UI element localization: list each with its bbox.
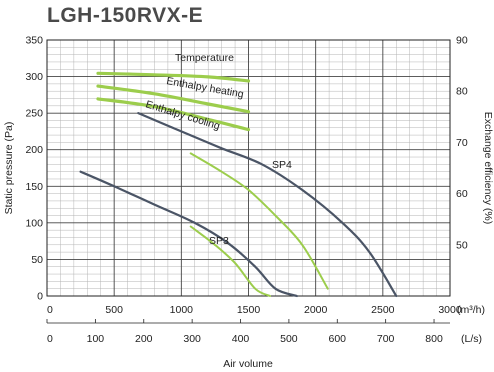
left-tick-label: 300 — [25, 71, 43, 83]
x-unit-ls: (L/s) — [461, 333, 482, 345]
x-tick-label-m3h: 3000 — [438, 304, 462, 316]
series-pressure-green — [189, 225, 271, 297]
plot-frame — [46, 39, 451, 297]
x-tick-label-ls: 700 — [377, 333, 395, 345]
x-tick-label-ls: 400 — [232, 333, 250, 345]
major-grid — [46, 39, 451, 297]
chart-title: LGH-150RVX-E — [47, 4, 204, 27]
left-tick-label: 200 — [25, 144, 43, 156]
curve-label-temperature: Temperature — [175, 52, 234, 64]
left-tick-label: 250 — [25, 108, 43, 120]
curve-label-sp3: SP3 — [209, 235, 229, 247]
right-tick-label: 60 — [456, 188, 468, 200]
x-tick-label-ls: 600 — [329, 333, 347, 345]
x-tick-label-m3h: 2500 — [371, 304, 395, 316]
series-sp3 — [79, 170, 298, 298]
left-tick-label: 0 — [37, 291, 43, 303]
right-tick-label: 70 — [456, 137, 468, 149]
x-tick-label-m3h: 500 — [105, 304, 123, 316]
series-enthalpy-heating — [96, 84, 251, 114]
x-tick-label-ls: 200 — [135, 333, 153, 345]
x-tick-label-ls: 100 — [87, 333, 105, 345]
x-tick-label-m3h: 1500 — [237, 304, 261, 316]
x-axis-label: Air volume — [223, 358, 273, 370]
right-tick-label: 50 — [456, 239, 468, 251]
right-axis-label: Exchange efficiency (%) — [482, 112, 494, 224]
series-temperature — [96, 71, 251, 83]
x-tick-label-m3h: 2000 — [304, 304, 328, 316]
left-tick-label: 150 — [25, 181, 43, 193]
series-sp4 — [137, 112, 398, 298]
x-tick-label-ls: 0 — [47, 333, 53, 345]
series-pressure-green — [189, 152, 329, 290]
left-tick-label: 350 — [25, 35, 43, 47]
x-tick-label-ls: 500 — [280, 333, 298, 345]
left-axis-label: Static pressure (Pa) — [3, 122, 15, 215]
right-tick-label: 80 — [456, 86, 468, 98]
series-enthalpy-cooling — [96, 97, 251, 132]
left-tick-label: 100 — [25, 217, 43, 229]
curves — [79, 71, 398, 298]
left-tick-label: 50 — [31, 254, 43, 266]
x-tick-label-ls: 300 — [183, 333, 201, 345]
x-tick-label-m3h: 0 — [47, 304, 53, 316]
x-tick-label-m3h: 1000 — [170, 304, 194, 316]
right-tick-label: 90 — [456, 35, 468, 47]
x-unit-m3h: (m³/h) — [457, 304, 485, 316]
x-tick-label-ls: 800 — [425, 333, 443, 345]
curve-label-sp4: SP4 — [272, 159, 292, 171]
